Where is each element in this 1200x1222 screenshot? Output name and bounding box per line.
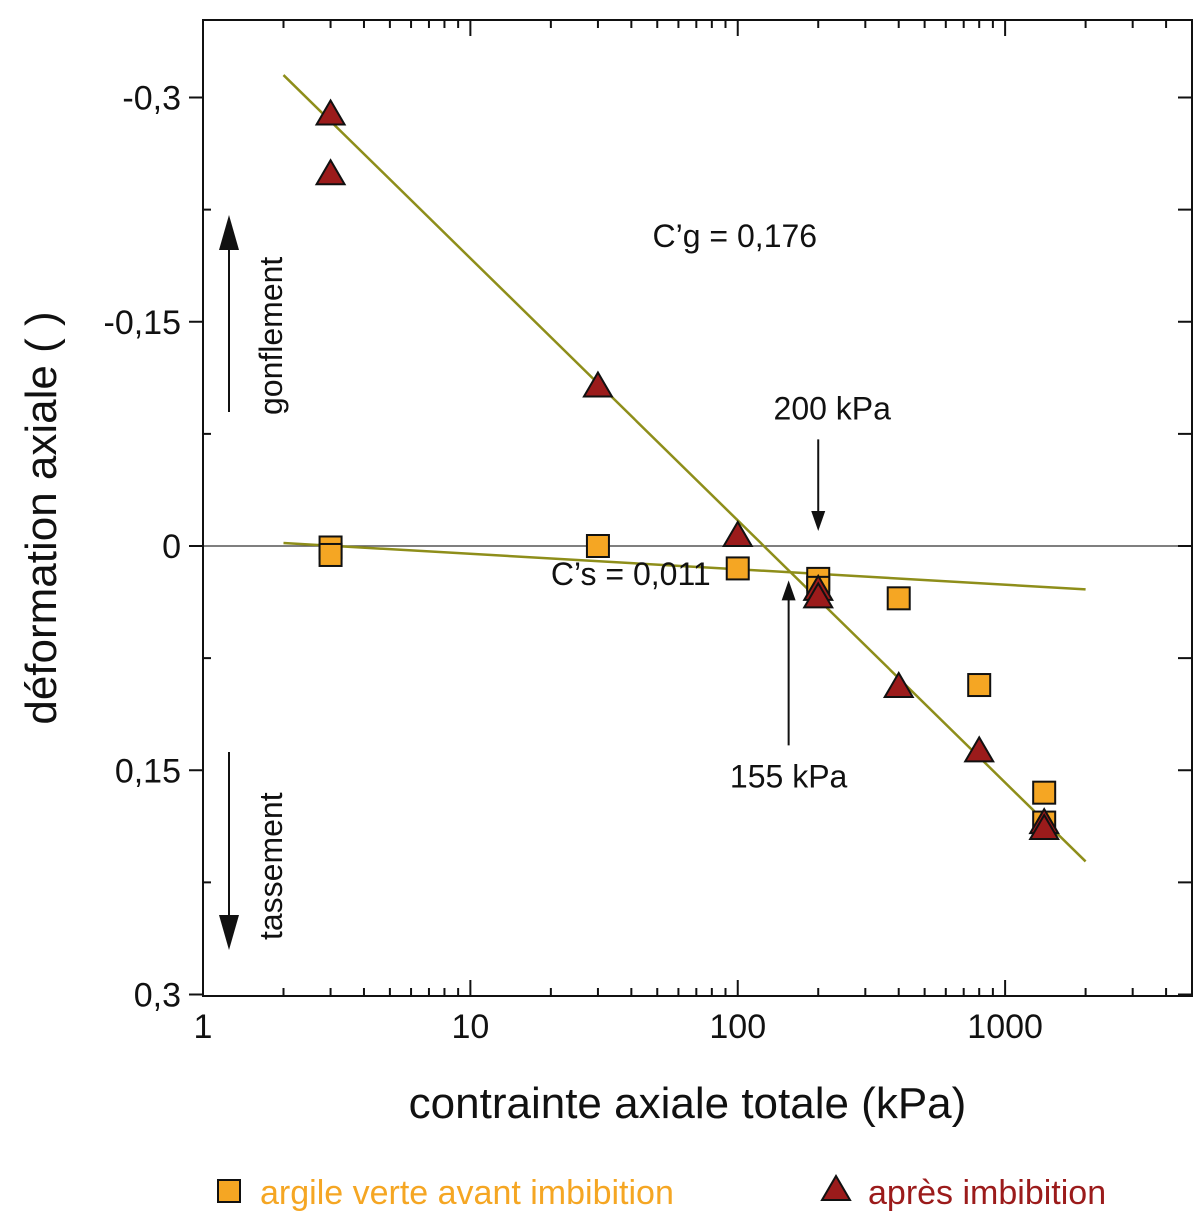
point-square: [886, 586, 911, 611]
x-tick-label: 10: [451, 1008, 489, 1046]
point-triangle: [882, 671, 915, 699]
x-tick-label: 1000: [967, 1008, 1043, 1046]
point-square: [725, 556, 750, 581]
annotation-200kpa: 200 kPa: [774, 390, 892, 426]
legend-label-before: argile verte avant imbibition: [260, 1174, 674, 1212]
x-tick-label: 1: [194, 1008, 213, 1046]
point-square: [1032, 780, 1057, 805]
axes: [202, 19, 1193, 997]
ticks: [189, 20, 1193, 996]
plot-frame: [202, 19, 1193, 997]
legend: argile verte avant imbibition après imbi…: [217, 1174, 1106, 1212]
arrow-155kpa-icon-head: [781, 580, 796, 601]
point-triangle: [963, 735, 995, 763]
down-arrowhead-icon: [219, 915, 239, 950]
fit-lines: [282, 74, 1087, 863]
cs-annotation: C’s = 0,011: [551, 556, 711, 592]
legend-triangle-marker: [820, 1174, 852, 1201]
point-triangle: [582, 370, 614, 398]
x-axis-title: contrainte axiale totale (kPa): [409, 1079, 967, 1128]
point-square: [318, 542, 343, 567]
y-tick-label: -0,3: [122, 80, 181, 118]
point-triangle: [1028, 813, 1060, 841]
y-tick-label: 0: [162, 528, 181, 566]
annotation-arrows: [781, 439, 826, 746]
y-tick-label: 0,3: [134, 977, 181, 1015]
swelling-label: gonflement: [253, 257, 289, 415]
point-triangle: [722, 520, 754, 548]
swelling-indicator: gonflement: [219, 215, 289, 415]
cg-annotation: C’g = 0,176: [653, 218, 818, 254]
y-axis-title: déformation axiale ( ): [17, 311, 66, 724]
up-arrowhead-icon: [219, 215, 239, 250]
data-points: [314, 98, 1060, 841]
legend-square-marker: [217, 1179, 241, 1203]
point-triangle: [802, 581, 834, 609]
settlement-indicator: tassement: [219, 752, 289, 950]
legend-label-after: après imbibition: [868, 1174, 1106, 1212]
y-tick-label: -0,15: [104, 304, 182, 342]
point-square: [585, 534, 610, 558]
tick-labels: 1 10 100 1000 -0,3 -0,15 0 0,15 0,3: [104, 80, 1043, 1047]
settlement-label: tassement: [253, 792, 289, 940]
annotation-155kpa: 155 kPa: [730, 758, 848, 794]
y-tick-label: 0,15: [115, 752, 181, 790]
x-tick-label: 100: [709, 1008, 766, 1046]
arrow-200kpa-icon-head: [811, 511, 826, 532]
fit-line-cg: [282, 74, 1087, 863]
fit-line-cs: [283, 541, 1086, 591]
point-triangle: [314, 98, 347, 126]
point-triangle: [314, 158, 347, 186]
point-square: [967, 673, 992, 698]
